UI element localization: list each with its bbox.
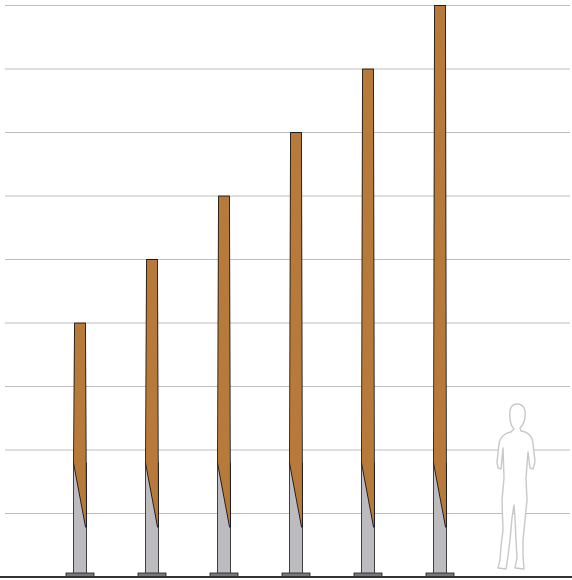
grid-lines [5, 5, 570, 514]
pole-1 [65, 322, 95, 578]
wooden-shaft [73, 322, 87, 528]
scale-person-silhouette [496, 403, 536, 570]
pole-6 [425, 5, 455, 578]
pole-3 [209, 195, 239, 578]
pole-2 [137, 259, 167, 578]
wooden-shaft [361, 68, 375, 528]
wooden-shaft [433, 5, 447, 528]
person-silhouette [496, 403, 536, 570]
wooden-shaft [217, 195, 231, 528]
wooden-shaft [145, 259, 159, 528]
wooden-shaft [289, 132, 303, 528]
poles-group [65, 5, 455, 578]
pole-5 [353, 68, 383, 578]
pole-4 [281, 132, 311, 578]
